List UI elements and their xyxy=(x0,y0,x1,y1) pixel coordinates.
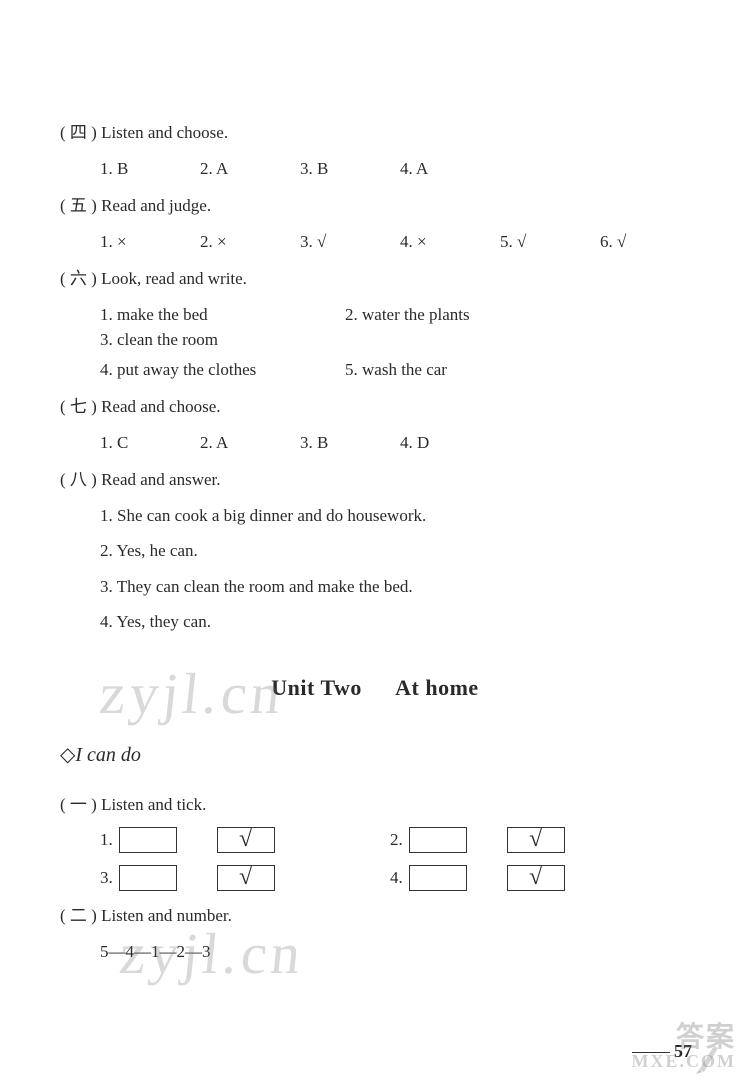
tick-row: 3. 4. xyxy=(60,865,690,891)
pen-icon xyxy=(694,1038,724,1074)
tick-group: 4. xyxy=(390,865,680,891)
tick-num: 3. xyxy=(100,865,113,891)
answer-item: 4. put away the clothes xyxy=(100,357,345,383)
second-section-1: ( 一 ) Listen and tick. 1. 2. 3. 4. xyxy=(60,792,690,892)
answer-item: 1. make the bed xyxy=(100,302,345,328)
answer-item: 5—4—1—2—3 xyxy=(100,939,211,965)
unit-heading: Unit Two At home xyxy=(60,671,690,704)
tick-num: 2. xyxy=(390,827,403,853)
tick-num: 4. xyxy=(390,865,403,891)
section-4: ( 四 ) Listen and choose. 1. B 2. A 3. B … xyxy=(60,120,690,181)
tick-box xyxy=(119,865,177,891)
tick-box xyxy=(119,827,177,853)
tick-box xyxy=(409,865,467,891)
section-7-title: ( 七 ) Read and choose. xyxy=(60,394,690,420)
tick-box xyxy=(409,827,467,853)
answer-item: 4. × xyxy=(400,229,450,255)
second-section-1-title: ( 一 ) Listen and tick. xyxy=(60,792,690,818)
answer-item: 1. B xyxy=(100,156,150,182)
tick-num: 1. xyxy=(100,827,113,853)
section-7-answers: 1. C 2. A 3. B 4. D xyxy=(60,430,690,456)
answer-item: 2. A xyxy=(200,430,250,456)
i-can-do-label: I can do xyxy=(75,744,141,766)
section-6-title: ( 六 ) Look, read and write. xyxy=(60,266,690,292)
section-8-answers: 1. She can cook a big dinner and do hous… xyxy=(60,503,690,635)
answer-item: 6. √ xyxy=(600,229,650,255)
second-section-2: ( 二 ) Listen and number. 5—4—1—2—3 xyxy=(60,903,690,964)
answer-item: 2. A xyxy=(200,156,250,182)
section-7: ( 七 ) Read and choose. 1. C 2. A 3. B 4.… xyxy=(60,394,690,455)
i-can-do-heading: ◇I can do xyxy=(60,740,690,770)
tick-box-checked xyxy=(507,827,565,853)
answer-item: 5. √ xyxy=(500,229,550,255)
answer-item: 3. B xyxy=(300,156,350,182)
answer-item: 3. √ xyxy=(300,229,350,255)
tick-box-checked xyxy=(217,865,275,891)
section-8-title: ( 八 ) Read and answer. xyxy=(60,467,690,493)
page-number: 57 xyxy=(632,1041,692,1062)
answer-item: 3. B xyxy=(300,430,350,456)
section-5-title: ( 五 ) Read and judge. xyxy=(60,193,690,219)
second-section-2-title: ( 二 ) Listen and number. xyxy=(60,903,690,929)
answer-item: 2. water the plants xyxy=(345,302,555,328)
section-6-row: 1. make the bed 2. water the plants 3. c… xyxy=(60,302,690,353)
answer-item: 4. D xyxy=(400,430,450,456)
answer-item: 2. × xyxy=(200,229,250,255)
page-content: ( 四 ) Listen and choose. 1. B 2. A 3. B … xyxy=(0,0,750,964)
section-8: ( 八 ) Read and answer. 1. She can cook a… xyxy=(60,467,690,635)
tick-group: 3. xyxy=(100,865,390,891)
answer-item: 3. clean the room xyxy=(100,327,270,353)
answer-item: 1. × xyxy=(100,229,150,255)
diamond-icon: ◇ xyxy=(60,744,75,766)
answer-item: 1. She can cook a big dinner and do hous… xyxy=(100,503,690,529)
answer-item: 4. Yes, they can. xyxy=(100,609,690,635)
second-section-2-answer: 5—4—1—2—3 xyxy=(60,939,690,965)
tick-box-checked xyxy=(217,827,275,853)
section-4-title: ( 四 ) Listen and choose. xyxy=(60,120,690,146)
answer-item: 4. A xyxy=(400,156,450,182)
answer-item: 2. Yes, he can. xyxy=(100,538,690,564)
tick-group: 2. xyxy=(390,827,680,853)
tick-box-checked xyxy=(507,865,565,891)
answer-item: 1. C xyxy=(100,430,150,456)
tick-group: 1. xyxy=(100,827,390,853)
section-4-answers: 1. B 2. A 3. B 4. A xyxy=(60,156,690,182)
section-5-answers: 1. × 2. × 3. √ 4. × 5. √ 6. √ xyxy=(60,229,690,255)
section-6-row: 4. put away the clothes 5. wash the car xyxy=(60,357,690,383)
section-5: ( 五 ) Read and judge. 1. × 2. × 3. √ 4. … xyxy=(60,193,690,254)
section-6: ( 六 ) Look, read and write. 1. make the … xyxy=(60,266,690,382)
answer-item: 5. wash the car xyxy=(345,357,555,383)
answer-item: 3. They can clean the room and make the … xyxy=(100,574,690,600)
tick-row: 1. 2. xyxy=(60,827,690,853)
